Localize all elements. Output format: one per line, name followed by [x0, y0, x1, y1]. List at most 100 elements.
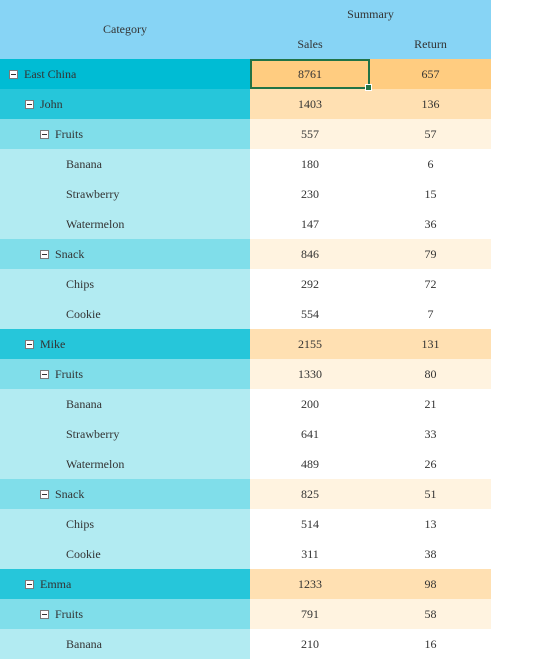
collapse-minus-icon[interactable] — [40, 609, 49, 619]
return-cell[interactable]: 98 — [370, 569, 491, 599]
return-cell[interactable]: 26 — [370, 449, 491, 479]
pivot-grid: Category Summary Sales Return East China… — [0, 0, 491, 659]
header-return[interactable]: Return — [414, 37, 447, 51]
category-label: Strawberry — [66, 426, 120, 441]
category-label: Banana — [66, 396, 102, 411]
category-label: John — [40, 96, 63, 111]
return-cell[interactable]: 136 — [370, 89, 491, 119]
return-value: 79 — [424, 246, 437, 261]
sales-cell[interactable]: 1403 — [250, 89, 370, 119]
category-cell[interactable]: Strawberry — [0, 179, 250, 209]
category-label: Chips — [66, 276, 95, 291]
category-label: Banana — [66, 156, 102, 171]
sales-cell[interactable]: 846 — [250, 239, 370, 269]
category-cell[interactable]: Cookie — [0, 539, 250, 569]
category-cell[interactable]: John — [0, 89, 250, 119]
sales-cell[interactable]: 791 — [250, 599, 370, 629]
return-value: 80 — [424, 366, 437, 381]
return-cell[interactable]: 15 — [370, 179, 491, 209]
table-row: Emma 1233 98 — [0, 569, 491, 599]
return-cell[interactable]: 13 — [370, 509, 491, 539]
return-cell[interactable]: 58 — [370, 599, 491, 629]
sales-cell[interactable]: 514 — [250, 509, 370, 539]
collapse-minus-icon[interactable] — [25, 579, 34, 589]
sales-cell[interactable]: 1233 — [250, 569, 370, 599]
sales-cell[interactable]: 180 — [250, 149, 370, 179]
sales-value: 825 — [301, 486, 319, 501]
category-label: Emma — [40, 576, 72, 591]
return-cell[interactable]: 21 — [370, 389, 491, 419]
collapse-minus-icon[interactable] — [9, 69, 18, 79]
return-cell[interactable]: 80 — [370, 359, 491, 389]
return-cell[interactable]: 16 — [370, 629, 491, 659]
category-cell[interactable]: Chips — [0, 509, 250, 539]
sales-value: 230 — [301, 186, 319, 201]
return-cell[interactable]: 6 — [370, 149, 491, 179]
category-cell[interactable]: Strawberry — [0, 419, 250, 449]
sales-cell[interactable]: 489 — [250, 449, 370, 479]
return-cell[interactable]: 33 — [370, 419, 491, 449]
return-cell[interactable]: 7 — [370, 299, 491, 329]
category-cell[interactable]: Fruits — [0, 599, 250, 629]
sales-cell[interactable]: 1330 — [250, 359, 370, 389]
category-cell[interactable]: Banana — [0, 629, 250, 659]
category-cell[interactable]: East China — [0, 59, 250, 89]
category-cell[interactable]: Snack — [0, 239, 250, 269]
category-cell[interactable]: Snack — [0, 479, 250, 509]
return-cell[interactable]: 51 — [370, 479, 491, 509]
category-cell[interactable]: Banana — [0, 149, 250, 179]
category-cell[interactable]: Cookie — [0, 299, 250, 329]
category-cell[interactable]: Fruits — [0, 119, 250, 149]
sales-cell[interactable]: 557 — [250, 119, 370, 149]
category-label: Cookie — [66, 546, 101, 561]
sales-cell[interactable]: 311 — [250, 539, 370, 569]
sales-cell[interactable]: 825 — [250, 479, 370, 509]
category-cell[interactable]: Emma — [0, 569, 250, 599]
category-cell[interactable]: Watermelon — [0, 209, 250, 239]
collapse-minus-icon[interactable] — [25, 99, 34, 109]
table-row: Chips 514 13 — [0, 509, 491, 539]
sales-cell[interactable]: 230 — [250, 179, 370, 209]
category-label: Banana — [66, 636, 102, 651]
sales-value: 2155 — [298, 336, 322, 351]
sales-value: 147 — [301, 216, 319, 231]
sales-cell[interactable]: 2155 — [250, 329, 370, 359]
table-row: Strawberry 230 15 — [0, 179, 491, 209]
category-cell[interactable]: Fruits — [0, 359, 250, 389]
return-value: 51 — [424, 486, 437, 501]
return-cell[interactable]: 57 — [370, 119, 491, 149]
collapse-minus-icon[interactable] — [40, 249, 49, 259]
category-cell[interactable]: Banana — [0, 389, 250, 419]
sales-cell[interactable]: 292 — [250, 269, 370, 299]
header-category[interactable]: Category — [103, 22, 147, 36]
sales-cell[interactable]: 200 — [250, 389, 370, 419]
fill-handle[interactable] — [365, 84, 372, 91]
header-sales[interactable]: Sales — [297, 37, 323, 51]
sales-value: 8761 — [298, 66, 322, 81]
category-cell[interactable]: Watermelon — [0, 449, 250, 479]
category-cell[interactable]: Chips — [0, 269, 250, 299]
table-row: Fruits 557 57 — [0, 119, 491, 149]
collapse-minus-icon[interactable] — [40, 369, 49, 379]
return-value: 13 — [424, 516, 437, 531]
sales-cell[interactable]: 147 — [250, 209, 370, 239]
collapse-minus-icon[interactable] — [40, 129, 49, 139]
sales-cell[interactable]: 8761 — [250, 59, 372, 91]
return-cell[interactable]: 131 — [370, 329, 491, 359]
return-value: 7 — [427, 306, 434, 321]
table-row: Watermelon 489 26 — [0, 449, 491, 479]
return-cell[interactable]: 38 — [370, 539, 491, 569]
return-value: 33 — [424, 426, 437, 441]
return-cell[interactable]: 36 — [370, 209, 491, 239]
return-cell[interactable]: 657 — [370, 59, 491, 89]
return-cell[interactable]: 79 — [370, 239, 491, 269]
category-cell[interactable]: Mike — [0, 329, 250, 359]
sales-cell[interactable]: 641 — [250, 419, 370, 449]
return-value: 26 — [424, 456, 437, 471]
sales-cell[interactable]: 554 — [250, 299, 370, 329]
collapse-minus-icon[interactable] — [40, 489, 49, 499]
header-summary[interactable]: Summary — [347, 7, 394, 21]
collapse-minus-icon[interactable] — [25, 339, 34, 349]
sales-cell[interactable]: 210 — [250, 629, 370, 659]
return-cell[interactable]: 72 — [370, 269, 491, 299]
